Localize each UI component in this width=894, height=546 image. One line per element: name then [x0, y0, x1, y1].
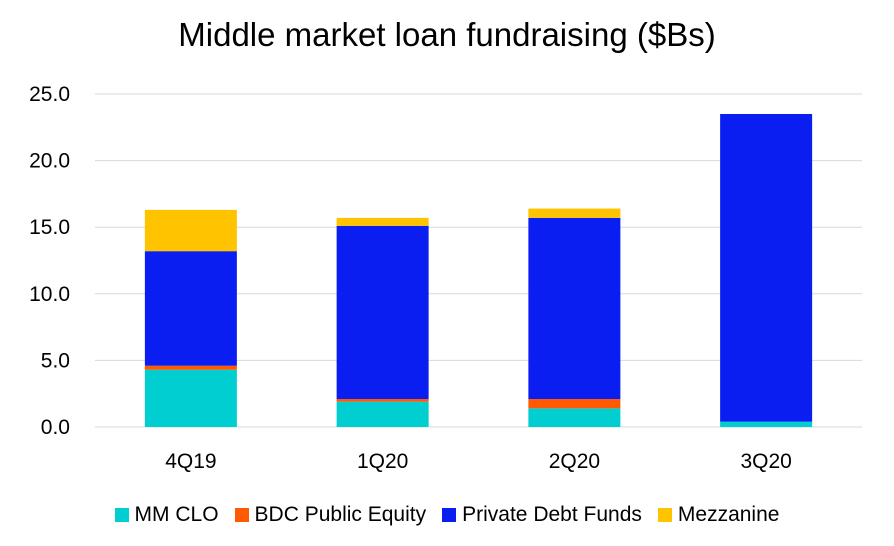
- bar-segment: [720, 113, 813, 422]
- legend-item: Private Debt Funds: [442, 503, 642, 527]
- bar-segment: [144, 209, 237, 252]
- y-tick-label: 15.0: [29, 216, 70, 239]
- bar-segment: [336, 399, 429, 402]
- legend-swatch: [657, 508, 672, 522]
- legend-label: BDC Public Equity: [254, 503, 427, 526]
- y-tick-label: 10.0: [29, 283, 70, 306]
- x-tick-label: 2Q20: [549, 450, 600, 473]
- y-tick-label: 0.0: [41, 416, 70, 439]
- legend-label: Mezzanine: [677, 503, 780, 526]
- legend-item: MM CLO: [114, 503, 219, 527]
- chart-title: Middle market loan fundraising ($Bs): [178, 16, 716, 53]
- y-tick-label: 20.0: [29, 150, 70, 173]
- y-tick-label: 5.0: [41, 349, 70, 372]
- legend-item: BDC Public Equity: [234, 503, 427, 527]
- legend-label: MM CLO: [134, 503, 219, 526]
- y-tick-label: 25.0: [29, 83, 70, 106]
- bar-segment: [528, 399, 621, 409]
- legend-label: Private Debt Funds: [462, 503, 642, 526]
- x-tick-label: 4Q19: [165, 450, 216, 473]
- bar-segment: [528, 208, 621, 218]
- bar-segment: [144, 251, 237, 366]
- bar-segment: [336, 401, 429, 427]
- chart-plot-area: 0.0 5.0 10.0 15.0 20.0 25.0 4Q19 1Q20 2Q20 3Q20: [29, 83, 862, 473]
- legend-swatch: [114, 508, 129, 522]
- chart-legend: MM CLO BDC Public Equity Private Debt Fund…: [0, 503, 894, 527]
- bar-segment: [528, 408, 621, 427]
- legend-item: Mezzanine: [657, 503, 780, 527]
- legend-swatch: [234, 508, 249, 522]
- bar-segment: [336, 225, 429, 400]
- x-tick-label: 1Q20: [357, 450, 408, 473]
- bar-segment: [144, 369, 237, 427]
- bar-segment: [720, 421, 813, 427]
- x-tick-label: 3Q20: [740, 450, 791, 473]
- bar-segment: [144, 365, 237, 370]
- bar-segment: [336, 217, 429, 226]
- bar-segment: [528, 217, 621, 400]
- legend-swatch: [442, 508, 457, 522]
